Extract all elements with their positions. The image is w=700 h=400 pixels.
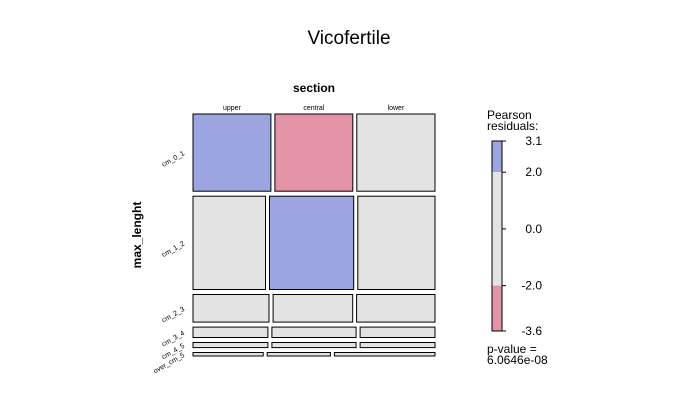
mosaic-cell — [192, 352, 264, 357]
column-label: upper — [223, 105, 242, 112]
legend-tick-label: -3.6 — [521, 324, 542, 338]
legend-bar-outline — [491, 140, 503, 332]
legend-title-line1: Pearson — [487, 108, 532, 122]
legend-segment-neutral — [492, 172, 502, 286]
mosaic-cell — [333, 352, 436, 357]
mosaic-cells — [192, 113, 436, 357]
legend-ticks: 3.1 2.0 0.0 -2.0 -3.6 — [502, 134, 542, 338]
mosaic-cell — [269, 195, 355, 290]
row-label: cm_0_1 — [161, 150, 186, 169]
mosaic-cell — [359, 326, 436, 339]
mosaic-cell — [274, 113, 354, 192]
mosaic-cell — [271, 342, 357, 349]
mosaic-cell — [272, 294, 354, 323]
column-variable-label: section — [293, 81, 335, 95]
column-label: central — [303, 105, 324, 112]
chart-title: Vicofertile — [307, 28, 390, 49]
column-labels: upper central lower — [223, 105, 405, 112]
legend-title-line2: residuals: — [487, 119, 538, 133]
legend-segment-negative — [492, 285, 502, 331]
mosaic-cell — [357, 195, 436, 290]
row-label: cm_2_3 — [161, 306, 186, 325]
mosaic-cell — [356, 294, 436, 323]
mosaic-cell — [192, 113, 272, 192]
row-variable-label: max_lenght — [130, 202, 144, 269]
row-label: cm_1_2 — [161, 240, 186, 259]
legend: Pearson residuals: 3.1 2.0 0.0 -2.0 -3.6 p-v… — [487, 108, 548, 367]
legend-tick-label: 3.1 — [525, 134, 542, 148]
pvalue-line2: 6.0646e-08 — [487, 353, 548, 367]
legend-tick-label: 2.0 — [525, 165, 542, 179]
legend-tick-label: -2.0 — [521, 279, 542, 293]
legend-tick-label: 0.0 — [525, 222, 542, 236]
mosaic-cell — [192, 326, 269, 339]
legend-color-bar — [491, 140, 503, 332]
column-label: lower — [388, 105, 405, 112]
mosaic-cell — [271, 326, 357, 339]
mosaic-cell — [359, 342, 436, 349]
mosaic-cell — [192, 195, 266, 290]
mosaic-cell — [192, 342, 269, 349]
legend-segment-positive — [492, 141, 502, 173]
mosaic-cell — [356, 113, 436, 192]
pvalue-line1: p-value = — [487, 342, 537, 356]
mosaic-cell — [266, 352, 331, 357]
mosaic-cell — [192, 294, 270, 323]
